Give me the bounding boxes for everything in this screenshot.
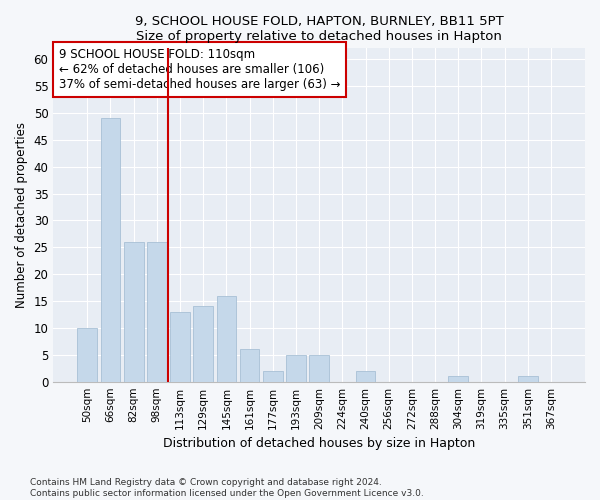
Bar [518, 376, 538, 382]
Bar [193, 306, 213, 382]
Bar [147, 242, 167, 382]
Bar [309, 355, 329, 382]
Bar [263, 371, 283, 382]
Bar [77, 328, 97, 382]
Bar [240, 350, 259, 382]
Y-axis label: Number of detached properties: Number of detached properties [15, 122, 28, 308]
Bar [356, 371, 376, 382]
Text: Contains HM Land Registry data © Crown copyright and database right 2024.
Contai: Contains HM Land Registry data © Crown c… [30, 478, 424, 498]
Bar [217, 296, 236, 382]
Bar [286, 355, 306, 382]
Bar [170, 312, 190, 382]
Title: 9, SCHOOL HOUSE FOLD, HAPTON, BURNLEY, BB11 5PT
Size of property relative to det: 9, SCHOOL HOUSE FOLD, HAPTON, BURNLEY, B… [135, 15, 503, 43]
Bar [448, 376, 468, 382]
Text: 9 SCHOOL HOUSE FOLD: 110sqm
← 62% of detached houses are smaller (106)
37% of se: 9 SCHOOL HOUSE FOLD: 110sqm ← 62% of det… [59, 48, 340, 92]
X-axis label: Distribution of detached houses by size in Hapton: Distribution of detached houses by size … [163, 437, 475, 450]
Bar [101, 118, 121, 382]
Bar [124, 242, 143, 382]
